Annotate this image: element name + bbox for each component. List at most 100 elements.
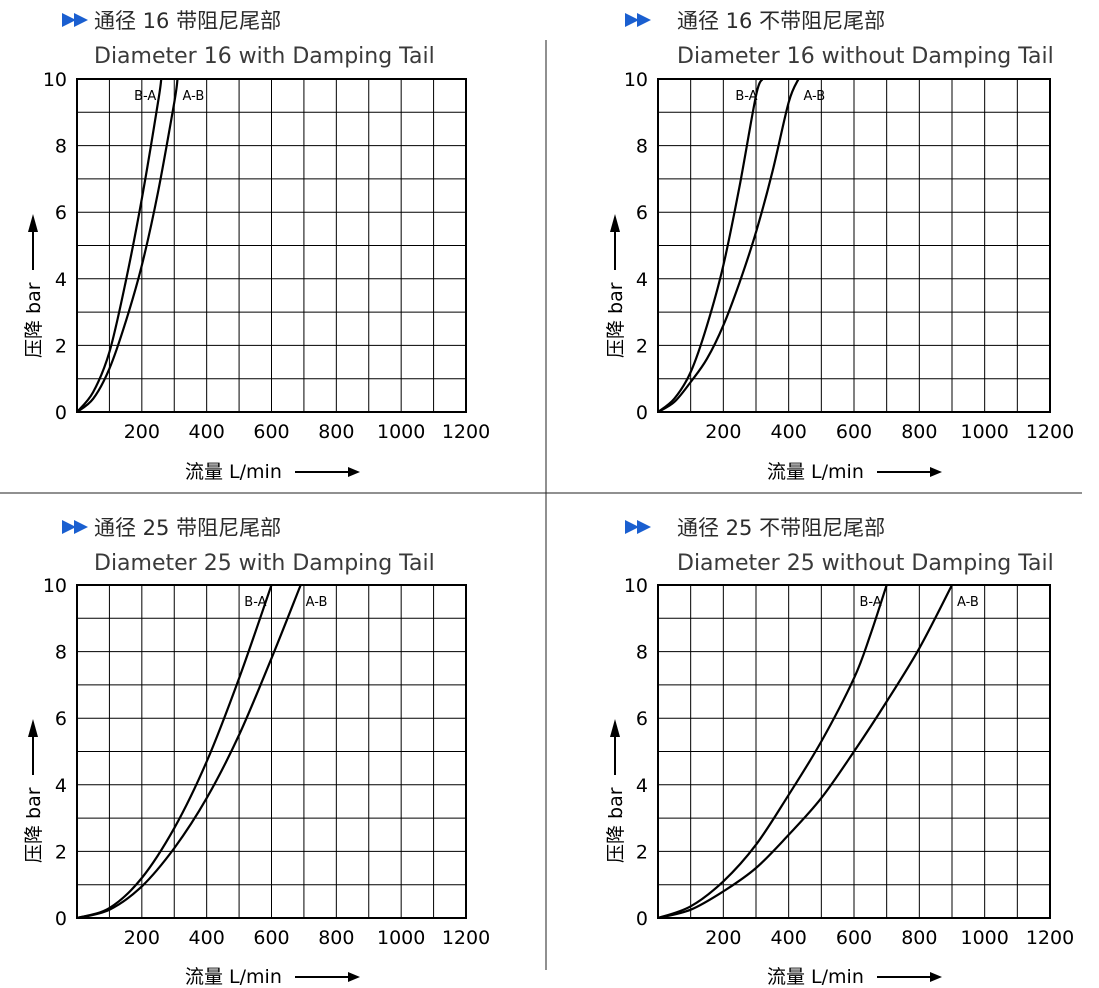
x-tick-label: 1200 <box>1026 421 1074 443</box>
arrow-right-icon <box>348 467 360 477</box>
y-axis-label: 压降 bar <box>23 787 45 863</box>
x-axis-label: 流量 L/min <box>767 461 864 483</box>
plot-frame <box>657 78 1051 413</box>
y-tick-label: 10 <box>624 69 648 91</box>
x-tick-label: 800 <box>901 421 937 443</box>
series-line-b-a <box>658 584 888 919</box>
chart-panel-d16-with-damping: 通径 16 带阻尼尾部 Diameter 16 with Damping Tai… <box>23 9 490 483</box>
plot-area: 200 400 600 800 1000 1200 0 2 4 6 8 10 B-A A-B <box>624 575 1074 949</box>
series-label: A-B <box>957 595 979 610</box>
y-tick-label: 2 <box>636 335 648 357</box>
x-tick-label: 800 <box>318 421 354 443</box>
y-tick-label: 0 <box>636 402 648 424</box>
x-tick-label: 400 <box>771 927 807 949</box>
series-label: A-B <box>306 595 328 610</box>
y-tick-label: 6 <box>636 708 648 730</box>
x-tick-label: 400 <box>189 421 225 443</box>
chevron-right-icon <box>625 520 639 534</box>
panel-title: 通径 25 带阻尼尾部 <box>94 516 281 540</box>
series-line-b-a <box>658 78 764 413</box>
y-tick-label: 4 <box>55 775 67 797</box>
chevron-right-icon <box>625 13 639 27</box>
x-tick-label: 400 <box>771 421 807 443</box>
arrow-up-icon <box>610 719 620 737</box>
y-tick-label: 6 <box>636 202 648 224</box>
x-tick-label: 800 <box>901 927 937 949</box>
x-tick-label: 200 <box>705 927 741 949</box>
chevron-right-icon <box>74 520 88 534</box>
y-tick-label: 0 <box>636 908 648 930</box>
panel-subtitle: Diameter 25 without Damping Tail <box>677 551 1054 576</box>
arrow-right-icon <box>930 467 942 477</box>
arrow-right-icon <box>348 972 360 982</box>
panel-subtitle: Diameter 16 with Damping Tail <box>94 44 435 69</box>
y-tick-label: 2 <box>636 841 648 863</box>
y-tick-label: 10 <box>624 575 648 597</box>
arrow-up-icon <box>28 214 38 232</box>
y-tick-label: 8 <box>55 136 67 158</box>
chevron-right-icon <box>637 520 651 534</box>
chevron-right-icon <box>62 13 76 27</box>
series-label: B-A <box>859 595 881 610</box>
plot-area: 200 400 600 800 1000 1200 0 2 4 6 8 10 B-A A-B <box>43 69 490 443</box>
arrow-up-icon <box>28 719 38 737</box>
y-tick-label: 8 <box>636 642 648 664</box>
arrow-right-icon <box>930 972 942 982</box>
chevron-right-icon <box>74 13 88 27</box>
x-tick-label: 600 <box>253 927 289 949</box>
y-tick-label: 6 <box>55 708 67 730</box>
series-line-a-b <box>658 584 953 919</box>
x-tick-label: 400 <box>189 927 225 949</box>
chart-panel-d25-without-damping: 通径 25 不带阻尼尾部 Diameter 25 without Damping… <box>605 516 1074 988</box>
y-tick-label: 4 <box>55 269 67 291</box>
x-tick-label: 600 <box>836 421 872 443</box>
series-label: A-B <box>803 89 825 104</box>
series-line-a-b <box>77 584 302 919</box>
y-tick-label: 2 <box>55 335 67 357</box>
y-tick-label: 2 <box>55 841 67 863</box>
x-tick-label: 1000 <box>960 927 1008 949</box>
y-tick-label: 10 <box>43 69 67 91</box>
y-tick-label: 4 <box>636 775 648 797</box>
x-tick-label: 1200 <box>1026 927 1074 949</box>
x-tick-label: 200 <box>124 927 160 949</box>
plot-frame <box>76 78 467 413</box>
x-tick-label: 1000 <box>377 421 425 443</box>
x-tick-label: 800 <box>318 927 354 949</box>
x-tick-label: 1200 <box>442 927 490 949</box>
y-tick-label: 0 <box>55 908 67 930</box>
x-tick-label: 1000 <box>377 927 425 949</box>
panel-subtitle: Diameter 25 with Damping Tail <box>94 551 435 576</box>
series-line-a-b <box>77 78 179 413</box>
panel-title: 通径 25 不带阻尼尾部 <box>677 516 885 540</box>
series-label: B-A <box>244 595 266 610</box>
y-axis-label: 压降 bar <box>605 787 627 863</box>
x-axis-label: 流量 L/min <box>185 966 282 988</box>
x-tick-label: 200 <box>124 421 160 443</box>
x-axis-label: 流量 L/min <box>767 966 864 988</box>
panel-title: 通径 16 带阻尼尾部 <box>94 9 281 33</box>
y-axis-label: 压降 bar <box>605 282 627 358</box>
panel-subtitle: Diameter 16 without Damping Tail <box>677 44 1054 69</box>
y-tick-label: 8 <box>55 642 67 664</box>
x-tick-label: 600 <box>253 421 289 443</box>
x-tick-label: 600 <box>836 927 872 949</box>
x-tick-label: 1200 <box>442 421 490 443</box>
x-tick-label: 200 <box>705 421 741 443</box>
chevron-right-icon <box>637 13 651 27</box>
panel-title: 通径 16 不带阻尼尾部 <box>677 9 885 33</box>
series-label: B-A <box>134 89 156 104</box>
plot-area: 200 400 600 800 1000 1200 0 2 4 6 8 10 B-A A-B <box>43 575 490 949</box>
arrow-up-icon <box>610 214 620 232</box>
series-line-b-a <box>77 78 163 413</box>
chart-panel-d25-with-damping: 通径 25 带阻尼尾部 Diameter 25 with Damping Tai… <box>23 516 490 988</box>
y-tick-label: 6 <box>55 202 67 224</box>
y-tick-label: 4 <box>636 269 648 291</box>
series-label: B-A <box>735 89 757 104</box>
chart-panel-d16-without-damping: 通径 16 不带阻尼尾部 Diameter 16 without Damping… <box>605 9 1074 483</box>
y-axis-label: 压降 bar <box>23 282 45 358</box>
y-tick-label: 0 <box>55 402 67 424</box>
y-tick-label: 8 <box>636 136 648 158</box>
x-axis-label: 流量 L/min <box>185 461 282 483</box>
